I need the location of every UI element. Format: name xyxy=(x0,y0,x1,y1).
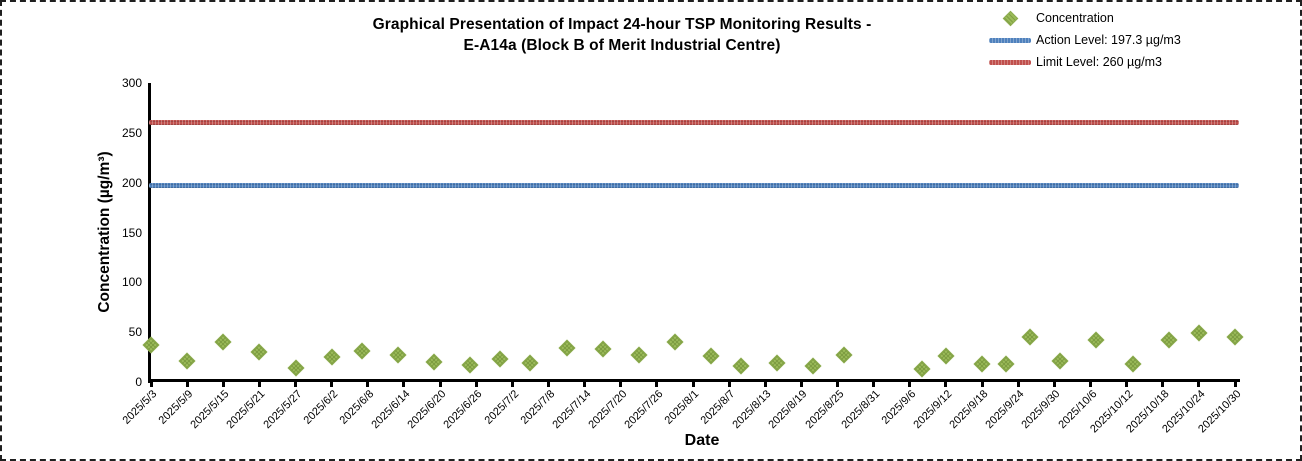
x-tick-mark xyxy=(619,382,623,387)
x-tick-mark xyxy=(221,382,225,387)
x-tick-mark xyxy=(1233,382,1237,387)
limit-level-line xyxy=(149,120,1239,126)
action-level-line-icon xyxy=(989,37,1031,43)
scatter-point xyxy=(997,355,1015,373)
scatter-point xyxy=(732,357,750,375)
scatter-point xyxy=(835,346,853,364)
scatter-point xyxy=(1160,331,1178,349)
scatter-point xyxy=(323,348,341,366)
chart-title: Graphical Presentation of Impact 24-hour… xyxy=(142,14,1102,56)
scatter-point xyxy=(804,357,822,375)
y-tick-label: 200 xyxy=(121,175,142,190)
legend-item-limit-level: Limit Level: 260 µg/m3 xyxy=(986,51,1286,73)
x-tick-mark xyxy=(908,382,912,387)
x-tick-mark xyxy=(583,382,587,387)
chart-title-line1: Graphical Presentation of Impact 24-hour… xyxy=(372,16,872,33)
x-tick-mark xyxy=(1088,382,1092,387)
x-tick-mark xyxy=(836,382,840,387)
y-tick-label: 100 xyxy=(121,275,142,290)
scatter-point xyxy=(937,347,955,365)
scatter-point xyxy=(666,333,684,351)
legend-label: Action Level: 197.3 µg/m3 xyxy=(1036,33,1181,47)
scatter-point xyxy=(461,356,479,374)
x-tick-mark xyxy=(366,382,370,387)
x-tick-mark xyxy=(510,382,514,387)
y-axis-line xyxy=(148,83,151,383)
scatter-point xyxy=(491,350,509,368)
y-tick-label: 0 xyxy=(135,375,142,389)
x-tick-mark xyxy=(1052,382,1056,387)
scatter-point xyxy=(214,333,232,351)
chart-title-line2: E-A14a (Block B of Merit Industrial Cent… xyxy=(463,37,781,54)
legend: Concentration Action Level: 197.3 µg/m3 … xyxy=(986,7,1286,73)
x-tick-mark xyxy=(655,382,659,387)
x-tick-mark xyxy=(872,382,876,387)
scatter-point xyxy=(973,355,991,373)
x-tick-mark xyxy=(763,382,767,387)
legend-label: Concentration xyxy=(1036,11,1114,25)
legend-item-concentration: Concentration xyxy=(986,7,1286,29)
x-tick-mark xyxy=(257,382,261,387)
scatter-point xyxy=(389,346,407,364)
x-tick-mark xyxy=(149,382,153,387)
x-tick-mark xyxy=(691,382,695,387)
legend-item-action-level: Action Level: 197.3 µg/m3 xyxy=(986,29,1286,51)
scatter-point xyxy=(913,360,931,378)
x-axis-line xyxy=(148,379,1240,382)
scatter-point xyxy=(768,354,786,372)
limit-level-line-icon xyxy=(989,59,1031,65)
scatter-point xyxy=(1124,355,1142,373)
scatter-point xyxy=(353,342,371,360)
x-tick-mark xyxy=(1161,382,1165,387)
x-tick-mark xyxy=(944,382,948,387)
x-tick-mark xyxy=(438,382,442,387)
scatter-point xyxy=(1226,328,1244,346)
scatter-point xyxy=(594,340,612,358)
x-tick-mark xyxy=(474,382,478,387)
x-tick-mark xyxy=(799,382,803,387)
scatter-point xyxy=(558,339,576,357)
x-axis-title: Date xyxy=(684,432,720,449)
x-tick-mark xyxy=(727,382,731,387)
x-tick-mark xyxy=(330,382,334,387)
scatter-point xyxy=(1190,324,1208,342)
x-tick-mark xyxy=(1016,382,1020,387)
y-tick-label: 150 xyxy=(121,225,142,240)
scatter-point xyxy=(630,346,648,364)
action-level-line xyxy=(149,182,1239,188)
x-tick-mark xyxy=(185,382,189,387)
scatter-point xyxy=(178,352,196,370)
scatter-point xyxy=(250,343,268,361)
y-tick-label: 250 xyxy=(121,125,142,140)
scatter-point xyxy=(702,347,720,365)
diamond-marker-icon xyxy=(1002,10,1018,26)
legend-label: Limit Level: 260 µg/m3 xyxy=(1036,55,1163,69)
scatter-point xyxy=(1087,331,1105,349)
scatter-point xyxy=(1051,352,1069,370)
x-tick-mark xyxy=(402,382,406,387)
y-tick-label: 300 xyxy=(121,76,142,90)
scatter-point xyxy=(521,354,539,372)
y-tick-label: 50 xyxy=(128,325,142,340)
scatter-point xyxy=(1021,328,1039,346)
x-tick-mark xyxy=(980,382,984,387)
scatter-point xyxy=(287,359,305,377)
x-tick-mark xyxy=(1197,382,1201,387)
scatter-point xyxy=(425,353,443,371)
x-tick-mark xyxy=(546,382,550,387)
x-tick-mark xyxy=(294,382,298,387)
scatter-point xyxy=(142,336,160,354)
x-tick-mark xyxy=(1125,382,1129,387)
